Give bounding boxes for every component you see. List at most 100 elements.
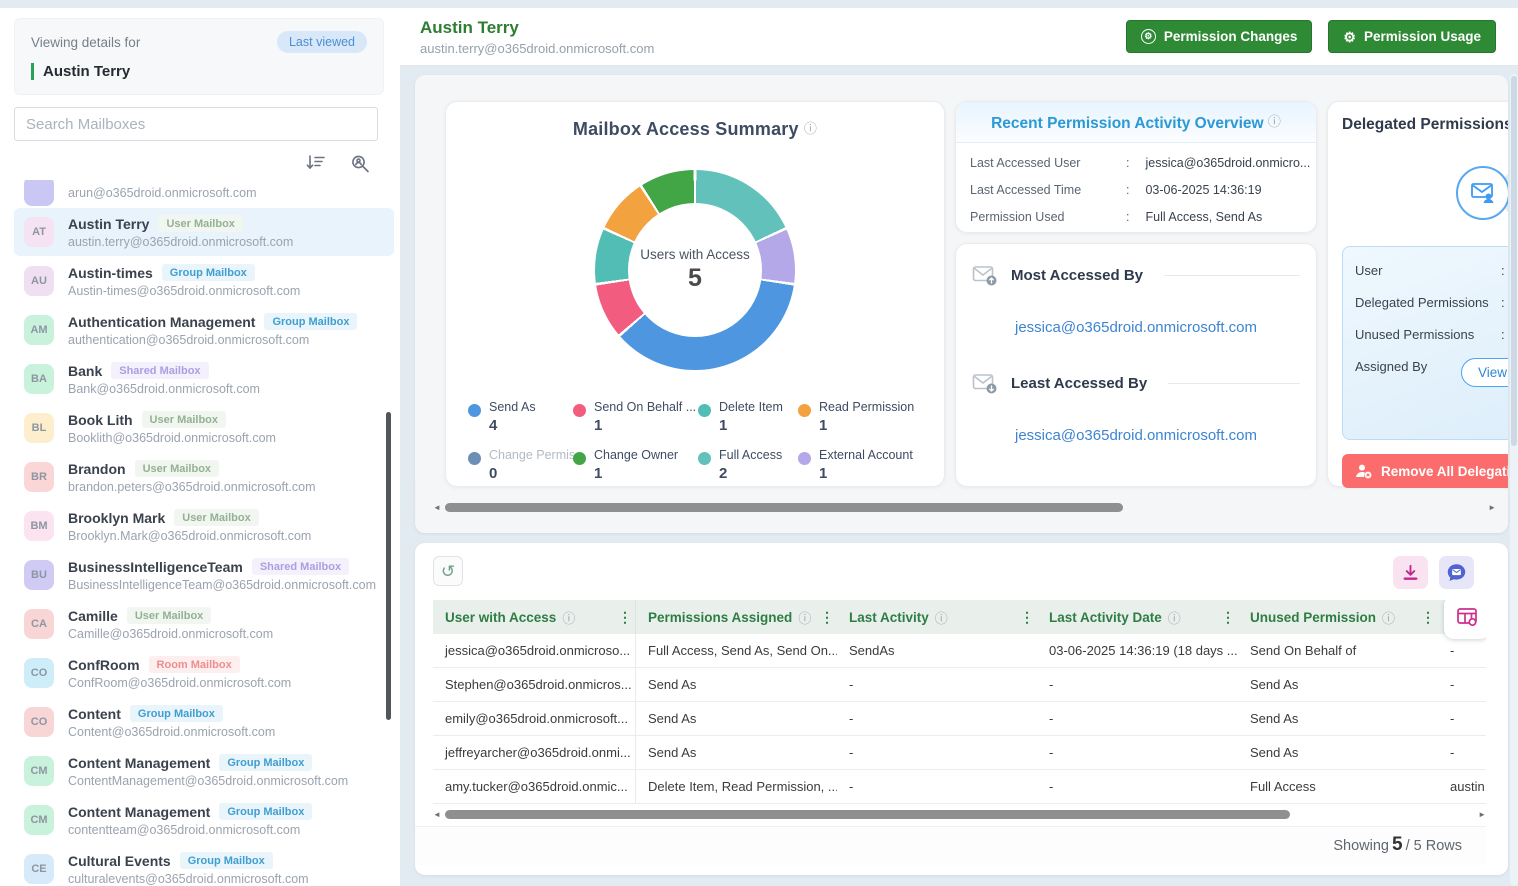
legend-item: External Account 1 [798, 446, 924, 482]
column-menu-icon[interactable]: ⋮ [820, 608, 834, 625]
avatar: AU [24, 266, 54, 296]
selected-mailbox-name: Austin Terry [31, 63, 367, 80]
main-vertical-scrollbar[interactable] [1510, 74, 1518, 886]
table-row[interactable]: emily@o365droid.onmicrosoft... Send As - - S… [433, 702, 1486, 736]
mailbox-list-item[interactable]: AT Austin Terry User Mailbox austin.terr… [14, 208, 394, 256]
table-horizontal-scrollbar[interactable]: ◄ ► [433, 809, 1486, 820]
scroll-right-arrow[interactable]: ► [1478, 810, 1486, 819]
table-cell: austin.te [1450, 779, 1486, 794]
column-menu-icon[interactable]: ⋮ [1221, 608, 1235, 625]
info-icon[interactable]: ⓘ [934, 610, 948, 626]
list-item-partial[interactable]: arun@o365droid.onmicrosoft.com [14, 180, 394, 206]
info-icon[interactable]: ⓘ [1167, 610, 1181, 626]
mailbox-email: BusinessIntelligenceTeam@o365droid.onmic… [68, 578, 376, 592]
info-icon[interactable]: ⓘ [803, 121, 818, 136]
refresh-button[interactable]: ↺ [433, 556, 463, 586]
mailbox-list-item[interactable]: BM Brooklyn Mark User Mailbox Brooklyn.M… [14, 502, 394, 550]
table-column-header[interactable]: Unused Permission ⓘ ⋮ [1250, 608, 1435, 626]
recent-permission-activity-card: Recent Permission Activity Overview ⓘ La… [955, 101, 1317, 233]
scroll-left-arrow[interactable]: ◄ [433, 503, 441, 512]
permission-usage-button[interactable]: ⚙ Permission Usage [1328, 20, 1496, 53]
activity-value: jessica@o365droid.onmicro... [1145, 155, 1311, 170]
sidebar-scrollbar[interactable] [386, 412, 391, 720]
mailbox-list-item[interactable]: BL Book Lith User Mailbox Booklith@o365d… [14, 404, 394, 452]
view-details-button[interactable]: View De [1461, 358, 1508, 387]
legend-label: Full Access [719, 448, 783, 462]
info-icon[interactable]: ⓘ [1267, 114, 1281, 129]
mailbox-name: Content Management [68, 754, 211, 771]
table-column-header[interactable]: Last Activity ⓘ ⋮ [849, 608, 1034, 626]
delegated-details-panel: User : Delegated Permissions : Unused Pe… [1342, 246, 1508, 440]
table-row[interactable]: jessica@o365droid.onmicroso... Full Acces… [433, 634, 1486, 668]
legend-label: Send On Behalf ... [594, 400, 697, 414]
table-column-header[interactable]: User with Access ⓘ ⋮ [433, 600, 636, 634]
row-count: 5 [1392, 834, 1403, 855]
least-accessed-email-link[interactable]: jessica@o365droid.onmicrosoft.com [1015, 427, 1257, 444]
mailbox-email: Content@o365droid.onmicrosoft.com [68, 725, 276, 739]
mailbox-list-item[interactable]: AU Austin-times Group Mailbox Austin-tim… [14, 257, 394, 305]
advanced-search-icon[interactable] [350, 154, 370, 174]
scroll-left-arrow[interactable]: ◄ [433, 810, 441, 819]
mailbox-type-badge: Group Mailbox [219, 754, 313, 771]
sort-icon[interactable] [306, 154, 326, 174]
mailbox-email: Booklith@o365droid.onmicrosoft.com [68, 431, 276, 445]
mailbox-type-badge: Shared Mailbox [111, 362, 209, 379]
permission-changes-button[interactable]: ⚙ Permission Changes [1125, 20, 1313, 53]
mailbox-list-item[interactable]: BR Brandon User Mailbox brandon.peters@o… [14, 453, 394, 501]
avatar: CO [24, 658, 54, 688]
scroll-right-arrow[interactable]: ► [1488, 503, 1496, 512]
scrollbar-thumb[interactable] [1511, 76, 1517, 446]
table-cell: - [1450, 677, 1455, 692]
search-mailboxes-input[interactable] [14, 107, 378, 141]
mailbox-list-item[interactable]: CA Camille User Mailbox Camille@o365droi… [14, 600, 394, 648]
column-menu-icon[interactable]: ⋮ [1020, 608, 1034, 625]
avatar: CM [24, 805, 54, 835]
legend-label: Change Owner [594, 448, 679, 462]
table-column-header[interactable]: Last Activity Date ⓘ ⋮ [1049, 608, 1235, 626]
mailbox-access-summary-card: Mailbox Access Summary ⓘ Users with Acce… [445, 101, 945, 487]
least-accessed-title: Least Accessed By [1011, 375, 1148, 392]
legend-value: 1 [719, 417, 728, 434]
mailbox-list-item[interactable]: BA Bank Shared Mailbox Bank@o365droid.on… [14, 355, 394, 403]
mailbox-email: culturalevents@o365droid.onmicrosoft.com [68, 872, 309, 886]
mailbox-name: Cultural Events [68, 852, 171, 869]
mailbox-name: Brooklyn Mark [68, 509, 166, 526]
summary-cards-panel: Mailbox Access Summary ⓘ Users with Acce… [415, 75, 1508, 533]
scrollbar-thumb[interactable] [445, 810, 1290, 819]
last-viewed-badge: Last viewed [276, 31, 367, 53]
table-row[interactable]: Stephen@o365droid.onmicros... Send As - - Se… [433, 668, 1486, 702]
legend-color-dot [468, 452, 481, 465]
column-menu-icon[interactable]: ⋮ [1421, 608, 1435, 625]
mailbox-email: Austin-times@o365droid.onmicrosoft.com [68, 284, 301, 298]
delegated-mail-user-toggle-active[interactable] [1456, 166, 1508, 220]
mailbox-list-item[interactable]: CO ConfRoom Room Mailbox ConfRoom@o365dr… [14, 649, 394, 697]
chat-support-button[interactable] [1439, 556, 1474, 589]
mailbox-list-item[interactable]: CM Content Management Group Mailbox Cont… [14, 747, 394, 795]
table-column-header[interactable]: Permissions Assigned ⓘ ⋮ [648, 608, 834, 626]
mailbox-type-badge: Group Mailbox [179, 852, 273, 869]
mailbox-list-item[interactable]: CE Cultural Events Group Mailbox cultura… [14, 845, 394, 886]
avatar: BU [24, 560, 54, 590]
most-accessed-email-link[interactable]: jessica@o365droid.onmicrosoft.com [1015, 319, 1257, 336]
table-row[interactable]: amy.tucker@o365droid.onmic... Delete Item… [433, 770, 1486, 804]
cards-horizontal-scrollbar[interactable]: ◄ ► [433, 502, 1496, 513]
info-icon[interactable]: ⓘ [1382, 610, 1396, 626]
scrollbar-thumb[interactable] [445, 503, 1123, 512]
info-icon[interactable]: ⓘ [798, 610, 812, 626]
remove-all-delegation-button[interactable]: Remove All Delegation [1342, 454, 1508, 488]
column-menu-icon[interactable]: ⋮ [618, 608, 632, 625]
table-cell: amy.tucker@o365droid.onmic... [433, 770, 636, 803]
mailbox-type-badge: Shared Mailbox [251, 558, 350, 575]
legend-value: 1 [594, 465, 603, 482]
divider [1168, 383, 1300, 384]
column-chooser-button[interactable] [1444, 600, 1486, 639]
info-icon[interactable]: ⓘ [562, 610, 576, 626]
mailbox-list-item[interactable]: AM Authentication Management Group Mailb… [14, 306, 394, 354]
mailbox-type-badge: Group Mailbox [129, 705, 223, 722]
download-button[interactable] [1393, 556, 1428, 589]
mailbox-list-item[interactable]: CM Content Management Group Mailbox cont… [14, 796, 394, 844]
table-row[interactable]: jeffreyarcher@o365droid.onmi... Send As - -… [433, 736, 1486, 770]
mailbox-list-item[interactable]: CO Content Group Mailbox Content@o365dro… [14, 698, 394, 746]
mailbox-list-item[interactable]: BU BusinessIntelligenceTeam Shared Mailb… [14, 551, 394, 599]
mailbox-email: austin.terry@o365droid.onmicrosoft.com [68, 235, 294, 249]
